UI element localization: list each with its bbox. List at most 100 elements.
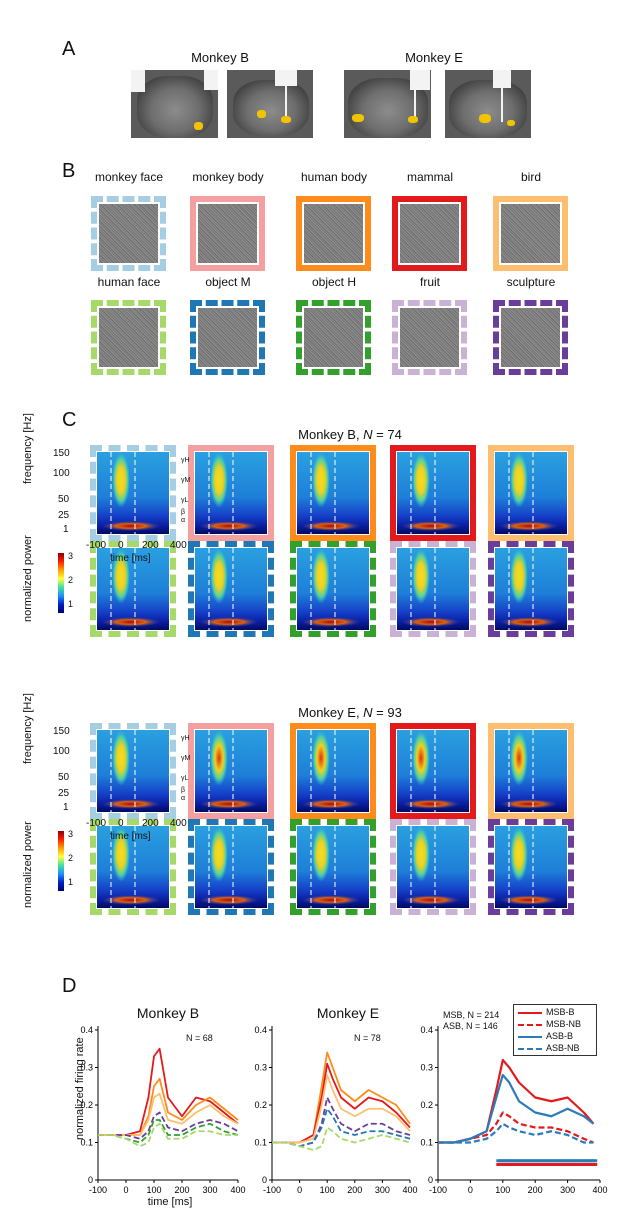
legend-item: ASB-NB	[518, 1043, 580, 1054]
asb-annotation: ASB, N = 146	[443, 1021, 498, 1031]
significance-marker-msb	[511, 1163, 517, 1166]
y-tick-label: 0.1	[254, 1138, 267, 1148]
gamma-activation	[412, 452, 430, 508]
band-label-e: α	[181, 795, 186, 802]
freq-tick-e: 100	[53, 746, 70, 757]
freq-tick-e: 25	[58, 788, 70, 799]
spectrogram-background	[97, 826, 169, 908]
significance-marker-asb	[558, 1159, 564, 1163]
spectrogram-background	[97, 730, 169, 812]
spectrogram-tile	[90, 445, 176, 541]
gamma-activation	[412, 548, 430, 604]
gamma-activation	[210, 548, 228, 604]
msb-annotation: MSB, N = 214	[443, 1010, 500, 1020]
spectrogram-background	[297, 826, 369, 908]
gamma-activation	[210, 730, 228, 786]
significance-marker-asb	[592, 1159, 598, 1163]
low-frequency-activation	[401, 521, 461, 531]
significance-marker-msb	[561, 1163, 567, 1166]
significance-marker-msb	[517, 1163, 523, 1166]
spectrogram-background	[297, 452, 369, 534]
mri-slice-e1	[344, 70, 431, 138]
significance-marker-asb	[587, 1159, 593, 1163]
monkey-e-title: Monkey E	[405, 50, 463, 65]
x-tick-label: -100	[263, 1185, 281, 1195]
significance-marker-asb	[579, 1159, 585, 1163]
significance-marker-msb	[571, 1163, 577, 1166]
stimulus-label: object H	[311, 275, 357, 289]
y-tick-label: 0.2	[80, 1100, 93, 1110]
series-line	[98, 1122, 238, 1148]
n-label-b: N = 68	[186, 1033, 213, 1043]
stimulus-image	[198, 308, 257, 367]
series-line	[272, 1126, 411, 1151]
significance-marker-asb	[566, 1159, 572, 1163]
stimulus-image	[99, 308, 158, 367]
stimulus-label: monkey body	[192, 170, 264, 184]
low-frequency-activation	[199, 799, 259, 809]
stimulus-image	[400, 308, 459, 367]
spectrogram-tile	[390, 445, 476, 541]
y-tick-label: 0.2	[420, 1100, 433, 1110]
x-tick-label: 100	[320, 1185, 335, 1195]
x-tick-label: 200	[528, 1185, 543, 1195]
spectrogram-tile	[290, 445, 376, 541]
significance-marker-msb	[537, 1163, 543, 1166]
significance-marker-asb	[571, 1159, 577, 1163]
x-tick-label: 200	[174, 1185, 189, 1195]
freq-tick-b: 1	[63, 524, 69, 535]
legend-swatch	[518, 1047, 542, 1050]
x-tick-label: 0	[123, 1185, 128, 1195]
gamma-activation	[412, 730, 430, 786]
mri-slice-e2	[445, 70, 531, 138]
legend-swatch	[518, 1035, 542, 1038]
significance-marker-asb	[511, 1159, 517, 1163]
significance-marker-asb	[498, 1159, 504, 1163]
low-frequency-activation	[199, 521, 259, 531]
spectrogram-tile	[188, 541, 274, 637]
x-tick-label: 300	[375, 1185, 390, 1195]
y-tick-label: 0	[88, 1175, 93, 1185]
series-line	[272, 1096, 411, 1148]
y-tick-label: 0.1	[80, 1138, 93, 1148]
spectrogram-background	[397, 452, 469, 534]
stimulus-image	[304, 308, 363, 367]
significance-marker-msb	[535, 1163, 541, 1166]
significance-marker-msb	[532, 1163, 538, 1166]
stimulus-image	[501, 308, 560, 367]
significance-marker-msb	[501, 1163, 507, 1166]
spectrogram-tile	[390, 541, 476, 637]
time-tick-e: -100	[86, 818, 107, 829]
stimulus-image	[198, 204, 257, 263]
low-frequency-activation	[199, 617, 259, 627]
x-tick-label: 300	[560, 1185, 575, 1195]
spectrogram-tile	[488, 541, 574, 637]
y-tick-label: 0.4	[80, 1025, 93, 1035]
mri-slice-b2	[227, 70, 313, 138]
legend-label: MSB-NB	[546, 1019, 582, 1029]
significance-marker-msb	[527, 1163, 533, 1166]
power-tick-e: 3	[68, 829, 74, 839]
significance-marker-asb	[574, 1159, 580, 1163]
stimulus-frame	[392, 196, 467, 271]
significance-marker-asb	[542, 1159, 548, 1163]
spectrogram-background	[297, 548, 369, 630]
gamma-activation	[112, 826, 130, 882]
legend-item: MSB-NB	[518, 1019, 581, 1030]
low-frequency-activation	[301, 521, 361, 531]
x-tick-label: 100	[146, 1185, 161, 1195]
band-label-e: γL	[181, 775, 189, 782]
series-line	[272, 1074, 411, 1144]
time-axis-label-e: time [ms]	[110, 831, 151, 842]
time-tick-b: 400	[170, 540, 187, 551]
spectrogram-tile	[188, 819, 274, 915]
spectrogram-background	[195, 730, 267, 812]
spectrogram-background	[397, 548, 469, 630]
monkey-b-title: Monkey B	[191, 50, 249, 65]
x-tick-label: 0	[297, 1185, 302, 1195]
band-label-e: γM	[181, 755, 191, 762]
freq-tick-b: 50	[58, 494, 70, 505]
significance-marker-asb	[535, 1159, 541, 1163]
freq-tick-b: 100	[53, 468, 70, 479]
power-tick-b: 2	[68, 575, 74, 585]
